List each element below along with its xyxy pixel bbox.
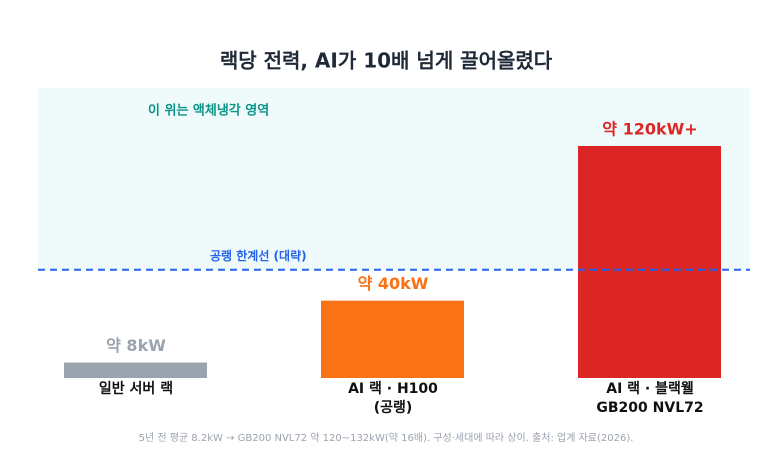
zone-label: 이 위는 액체냉각 영역: [148, 103, 269, 119]
bar: [64, 362, 207, 378]
value-label: 약 40kW: [358, 274, 429, 293]
x-tick-label: 일반 서버 랙: [98, 381, 174, 397]
x-tick-label: AI 랙 · 블랙웰 GB200 NVL72: [596, 381, 704, 416]
value-label: 약 120kW+: [602, 120, 697, 139]
bar: [578, 146, 721, 378]
value-label: 약 8kW: [106, 336, 166, 355]
threshold-label: 공랭 한계선 (대략): [210, 248, 307, 263]
x-tick-label: AI 랙 · H100 (공랭): [348, 381, 438, 416]
bar: [321, 300, 464, 378]
footnote: 5년 전 평균 8.2kW → GB200 NVL72 약 120~132kW(…: [139, 431, 634, 444]
chart-title: 랙당 전력, AI가 10배 넘게 끌어올렸다: [220, 49, 553, 73]
